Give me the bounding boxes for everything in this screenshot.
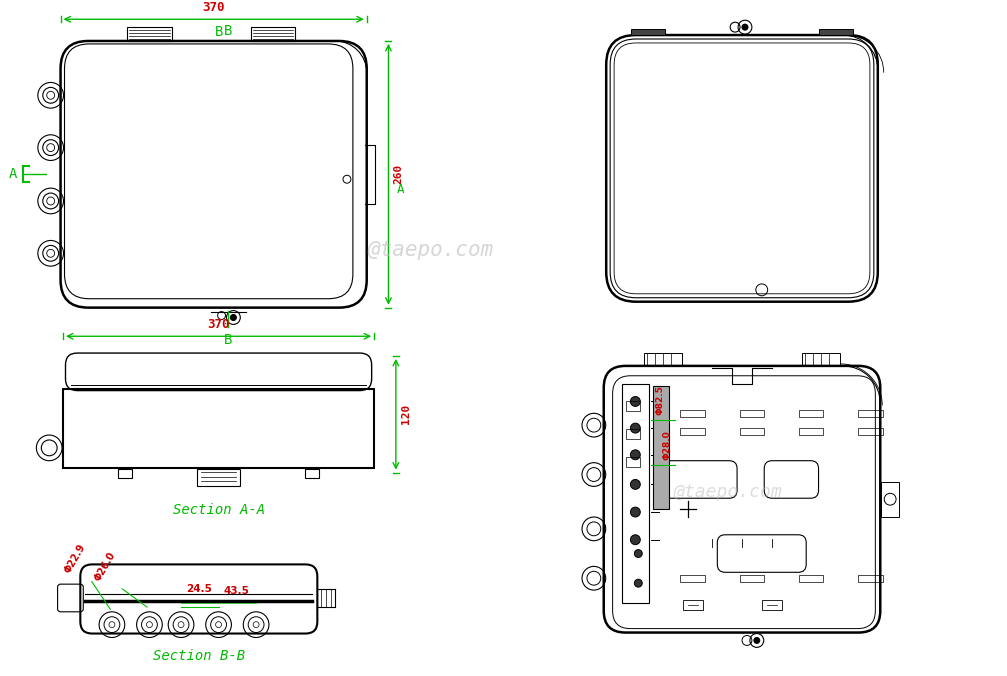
Bar <box>739 428 764 435</box>
Bar <box>631 29 666 35</box>
Text: B: B <box>214 25 223 39</box>
Bar <box>626 429 640 439</box>
Bar <box>681 428 705 435</box>
Text: Section A-A: Section A-A <box>172 503 265 517</box>
Bar <box>626 457 640 466</box>
Circle shape <box>231 314 237 320</box>
Circle shape <box>630 397 640 406</box>
Circle shape <box>742 24 748 30</box>
Bar <box>761 600 781 610</box>
Text: Φ28.0: Φ28.0 <box>663 430 672 460</box>
Bar <box>858 410 883 417</box>
Bar <box>858 575 883 581</box>
Bar <box>196 468 241 486</box>
Text: Φ82.5: Φ82.5 <box>656 385 664 415</box>
Bar <box>881 482 899 516</box>
Text: Section B-B: Section B-B <box>153 650 245 663</box>
Bar <box>799 575 824 581</box>
Bar <box>621 384 650 603</box>
Text: @taepo.com: @taepo.com <box>368 241 494 260</box>
Text: 24.5: 24.5 <box>186 584 211 594</box>
Circle shape <box>630 535 640 545</box>
Bar <box>654 385 669 509</box>
Bar <box>251 27 295 41</box>
Bar <box>739 575 764 581</box>
Bar <box>305 468 319 479</box>
Text: 260: 260 <box>394 164 404 185</box>
Text: B: B <box>225 24 233 38</box>
Bar <box>858 428 883 435</box>
Bar <box>803 353 840 365</box>
Bar <box>819 29 853 35</box>
Bar <box>118 468 132 479</box>
Text: Φ22.9: Φ22.9 <box>63 542 88 575</box>
Circle shape <box>630 423 640 433</box>
Text: B: B <box>225 333 233 347</box>
Bar <box>644 353 682 365</box>
Text: @taepo.com: @taepo.com <box>673 483 781 502</box>
Circle shape <box>754 637 760 644</box>
Bar <box>799 410 824 417</box>
Bar <box>63 389 375 468</box>
Circle shape <box>630 450 640 460</box>
Circle shape <box>634 550 642 558</box>
Bar <box>683 600 703 610</box>
Bar <box>626 402 640 411</box>
Bar <box>127 27 171 41</box>
Bar <box>681 410 705 417</box>
Text: 370: 370 <box>207 318 230 331</box>
Text: A: A <box>397 183 404 195</box>
Bar <box>799 428 824 435</box>
Bar <box>739 410 764 417</box>
Text: A: A <box>9 167 17 181</box>
Circle shape <box>634 579 642 587</box>
Circle shape <box>630 507 640 517</box>
Bar <box>681 575 705 581</box>
Text: Φ26.0: Φ26.0 <box>93 550 118 583</box>
Text: 120: 120 <box>401 404 411 425</box>
Circle shape <box>630 479 640 489</box>
Text: 43.5: 43.5 <box>224 586 250 596</box>
Text: 370: 370 <box>202 1 225 14</box>
